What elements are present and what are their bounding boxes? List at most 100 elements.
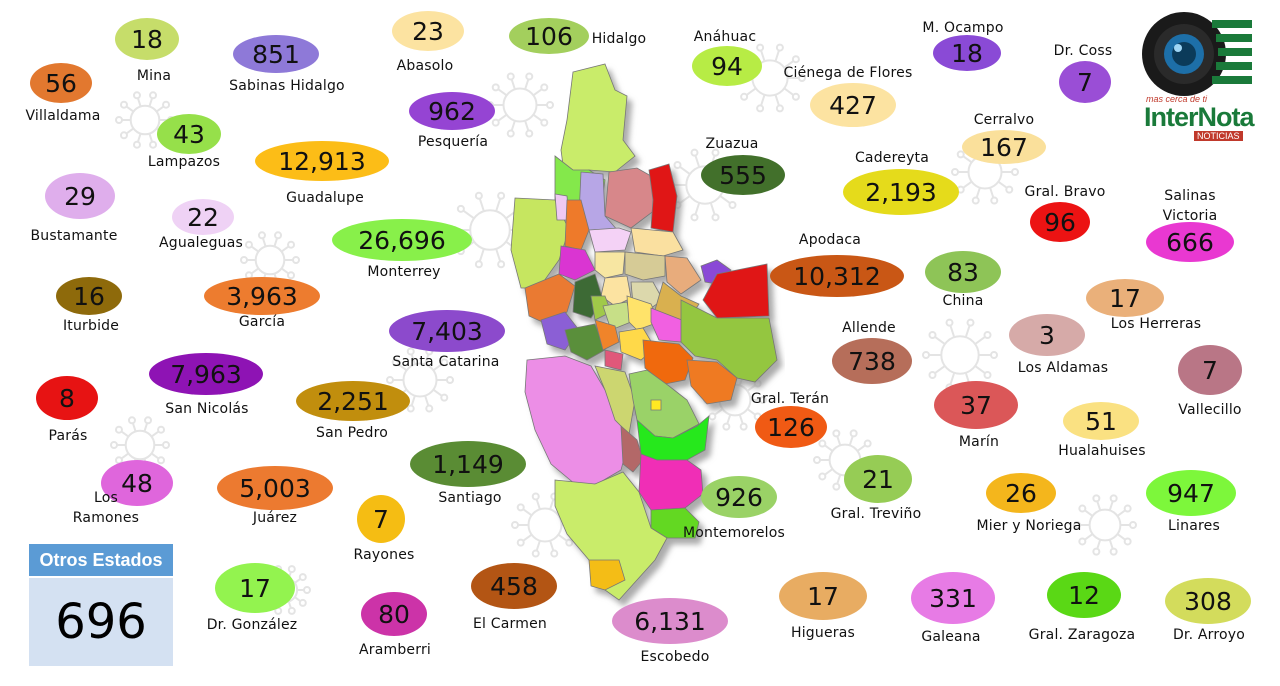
bubble-cadereyta: 2,193 [843,169,959,215]
bubble-dr-arroyo: 308 [1165,578,1251,624]
label-ju-rez: Juárez [252,510,298,526]
label-santiago: Santiago [438,490,502,506]
label-iturbide: Iturbide [62,318,120,334]
bubble-allende: 738 [832,338,912,384]
label-pesquer-a: Pesquería [417,134,489,150]
label-agualeguas: Agualeguas [158,235,244,251]
bubble-china: 83 [925,251,1001,293]
bubble-monterrey: 26,696 [332,219,472,261]
label-vallecillo: Vallecillo [1178,402,1242,418]
bubble-aramberri: 80 [361,592,427,636]
bubble-garc-a: 3,963 [204,277,320,315]
bubble-higueras: 17 [779,572,867,620]
bubble-agualeguas: 22 [172,199,234,235]
label-linares: Linares [1168,518,1220,534]
label-lampazos: Lampazos [147,154,221,170]
label-aramberri: Aramberri [358,642,432,658]
label-salinas-victoria: Salinas Victoria [1162,188,1218,224]
label-san-nicol-s: San Nicolás [165,401,249,417]
bubble-gral-bravo: 96 [1030,202,1090,242]
label-bustamante: Bustamante [30,228,118,244]
label-sabinas-hidalgo: Sabinas Hidalgo [229,78,345,94]
label-mina: Mina [136,68,172,84]
bubble-villaldama: 56 [30,63,92,103]
nuevo-leon-map [510,63,778,601]
label-santa-catarina: Santa Catarina [392,354,500,370]
label-los-aldamas: Los Aldamas [1017,360,1109,376]
bubble-gral-zaragoza: 12 [1047,572,1121,618]
label-montemorelos: Montemorelos [682,525,786,541]
bubble-ci-nega-de-flores: 427 [810,83,896,127]
bubble-los-aldamas: 3 [1009,314,1085,356]
bubble-guadalupe: 12,913 [255,141,389,181]
label-escobedo: Escobedo [640,649,710,665]
logo-tagline: mas cerca de ti [1146,94,1208,104]
label-el-carmen: El Carmen [473,616,547,632]
label-abasolo: Abasolo [396,58,454,74]
bubble-mar-n: 37 [934,381,1018,429]
label-ci-nega-de-flores: Ciénega de Flores [783,65,913,81]
label-los-ramones: Los Ramones [72,490,140,526]
otros-estados-value: 696 [29,578,173,666]
bubble-san-nicol-s: 7,963 [149,353,263,395]
label-par-s: Parás [48,428,88,444]
bubble-abasolo: 23 [392,11,464,51]
camera-lens-logo-icon [1142,12,1252,96]
label-galeana: Galeana [921,629,981,645]
bubble-el-carmen: 458 [471,563,557,609]
bubble-hidalgo: 106 [509,18,589,54]
label-hidalgo: Hidalgo [591,31,647,47]
label-villaldama: Villaldama [25,108,101,124]
label-guadalupe: Guadalupe [286,190,364,206]
label-gral-trevi-o: Gral. Treviño [830,506,922,522]
bubble-santiago: 1,149 [410,441,526,487]
bubble-apodaca: 10,312 [770,255,904,297]
label-gral-ter-n: Gral. Terán [750,391,830,407]
bubble-gral-trevi-o: 21 [844,455,912,503]
bubble-vallecillo: 7 [1178,345,1242,395]
label-san-pedro: San Pedro [315,425,389,441]
internota-logo: mas cerca de ti InterNota NOTICIAS [1140,12,1255,142]
bubble-mier-y-noriega: 26 [986,473,1056,513]
bubble-dr-coss: 7 [1059,61,1111,103]
bubble-dr-gonz-lez: 17 [215,563,295,613]
label-cadereyta: Cadereyta [854,150,930,166]
bubble-montemorelos: 926 [701,476,777,518]
label-dr-coss: Dr. Coss [1053,43,1113,59]
logo-brand: InterNota [1144,102,1255,132]
logo-sub: NOTICIAS [1194,131,1243,141]
label-dr-arroyo: Dr. Arroyo [1172,627,1246,643]
bubble-cerralvo: 167 [962,130,1046,164]
bubble-sabinas-hidalgo: 851 [233,35,319,73]
bubble-pesquer-a: 962 [409,92,495,130]
label-zuazua: Zuazua [705,136,759,152]
bubble-hualahuises: 51 [1063,402,1139,440]
bubble-zuazua: 555 [701,155,785,195]
label-cerralvo: Cerralvo [973,112,1035,128]
label-monterrey: Monterrey [367,264,441,280]
bubble-ju-rez: 5,003 [217,466,333,510]
bubble-salinas-victoria: 666 [1146,222,1234,262]
bubble-m-ocampo: 18 [933,35,1001,71]
label-mar-n: Marín [958,434,1000,450]
bubble-san-pedro: 2,251 [296,381,410,421]
otros-estados-header: Otros Estados [29,544,173,576]
bubble-par-s: 8 [36,376,98,420]
bubble-lampazos: 43 [157,114,221,154]
bubble-mina: 18 [115,18,179,60]
label-an-huac: Anáhuac [693,29,757,45]
label-mier-y-noriega: Mier y Noriega [976,518,1082,534]
label-gral-zaragoza: Gral. Zaragoza [1028,627,1136,643]
bubble-bustamante: 29 [45,173,115,219]
bubble-gral-ter-n: 126 [755,406,827,448]
bubble-iturbide: 16 [56,277,122,315]
label-china: China [942,293,984,309]
label-higueras: Higueras [790,625,856,641]
bubble-rayones: 7 [357,495,405,543]
bubble-los-ramones: 48 [101,460,173,506]
bubble-los-herreras: 17 [1086,279,1164,317]
label-rayones: Rayones [353,547,415,563]
label-garc-a: García [238,314,286,330]
label-hualahuises: Hualahuises [1058,443,1146,459]
label-dr-gonz-lez: Dr. González [206,617,298,633]
